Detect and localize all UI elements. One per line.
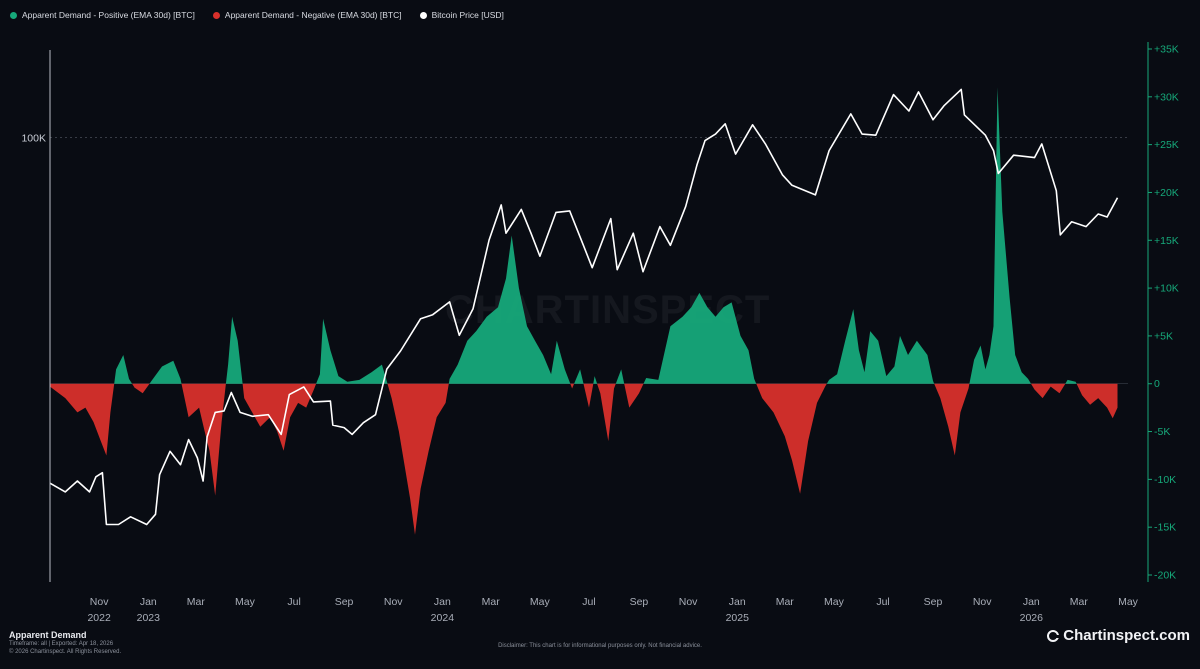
x-tick-label: May [1118, 596, 1139, 608]
positive-demand-area [225, 316, 243, 384]
right-tick-label: +15K [1154, 235, 1179, 247]
brand-logo-icon [1047, 629, 1060, 642]
footer-info: Apparent Demand Timeframe: all | Exporte… [9, 630, 121, 656]
x-tick-label: May [235, 596, 256, 608]
bitcoin-price-line [49, 88, 1119, 526]
positive-demand-area [316, 318, 388, 384]
negative-demand-area [756, 383, 827, 494]
right-tick-label: +10K [1154, 283, 1179, 295]
left-axis-ticks: 100K [21, 132, 46, 144]
x-tick-year-label: 2024 [431, 612, 455, 624]
negative-demand-area [181, 383, 226, 496]
brand-logo[interactable]: Chartinspect.com [1047, 627, 1190, 644]
x-tick-year-label: 2023 [137, 612, 161, 624]
right-tick-label: +5K [1154, 330, 1173, 342]
negative-demand-area [583, 383, 594, 408]
x-tick-label: Nov [973, 596, 992, 608]
negative-demand-area [570, 383, 575, 389]
positive-demand-area [1065, 379, 1077, 384]
legend-item-price[interactable]: Bitcoin Price [USD] [419, 10, 504, 20]
x-axis-ticks: Nov 2022 Jan 2023 Mar May Jul Sep Nov Jan 2024 Mar M… [87, 596, 1138, 624]
x-tick-label: Sep [924, 596, 943, 608]
brand-name: Chartinspect.com [1063, 627, 1190, 644]
positive-demand-area [448, 235, 571, 384]
negative-demand-area [387, 383, 449, 535]
x-tick-label: Nov [384, 596, 403, 608]
right-tick-label: +30K [1154, 91, 1179, 103]
x-tick-label: Jan [729, 596, 746, 608]
disclaimer: Disclaimer: This chart is for informatio… [498, 643, 702, 649]
negative-demand-area [50, 383, 115, 456]
right-tick-label: +25K [1154, 139, 1179, 151]
x-tick-year-label: 2025 [726, 612, 750, 624]
negative-demand-area [934, 383, 970, 456]
legend-label-negative: Apparent Demand - Negative (EMA 30d) [BT… [224, 10, 402, 20]
negative-demand-area [242, 383, 317, 451]
x-tick-label: Nov [679, 596, 698, 608]
negative-demand-area [132, 383, 150, 394]
x-tick-year-label: 2026 [1020, 612, 1044, 624]
positive-demand-area [149, 360, 182, 384]
x-tick-label: Mar [776, 596, 795, 608]
positive-demand-area [969, 87, 1031, 384]
legend-item-negative[interactable]: Apparent Demand - Negative (EMA 30d) [BT… [212, 10, 402, 20]
footer-timeframe: Timeframe: all | Exported: Apr 18, 2026 [9, 641, 114, 647]
right-tick-label: 0 [1154, 378, 1160, 390]
legend-label-positive: Apparent Demand - Positive (EMA 30d) [BT… [22, 10, 195, 20]
x-tick-label: Mar [1070, 596, 1089, 608]
right-tick-label: +20K [1154, 187, 1179, 199]
x-tick-label: Mar [187, 596, 206, 608]
legend-dot-positive-icon [10, 11, 17, 19]
x-tick-label: Sep [335, 596, 354, 608]
x-tick-label: Sep [630, 596, 649, 608]
right-tick-label: -5K [1154, 426, 1170, 438]
positive-demand-area [826, 309, 935, 384]
positive-demand-area [574, 369, 584, 384]
right-tick-label: -20K [1154, 570, 1176, 582]
footer-title: Apparent Demand [9, 630, 87, 640]
x-tick-label: Mar [482, 596, 501, 608]
positive-demand-area [114, 355, 133, 384]
negative-demand-series [50, 383, 1118, 535]
positive-demand-area [643, 292, 757, 384]
footer-copyright: © 2026 Chartinspect. All Rights Reserved… [9, 649, 122, 655]
x-tick-label: Nov [90, 596, 109, 608]
right-tick-label: +35K [1154, 44, 1179, 56]
x-tick-label: Jan [140, 596, 157, 608]
positive-demand-area [615, 369, 625, 384]
x-tick-year-label: 2022 [87, 612, 111, 624]
x-tick-label: Jul [876, 596, 889, 608]
x-tick-label: Jul [582, 596, 595, 608]
negative-demand-area [1076, 383, 1118, 419]
legend: Apparent Demand - Positive (EMA 30d) [BT… [10, 10, 504, 20]
x-tick-label: May [824, 596, 845, 608]
right-tick-label: -15K [1154, 522, 1176, 534]
negative-demand-area [1031, 383, 1066, 399]
right-axis-ticks: +35K +30K +25K +20K +15K +10K +5K 0 -5K -10K -15K -… [1148, 44, 1179, 582]
positive-demand-series [114, 87, 1077, 384]
x-tick-label: May [530, 596, 551, 608]
legend-item-positive[interactable]: Apparent Demand - Positive (EMA 30d) [BT… [10, 10, 195, 20]
x-tick-label: Jul [287, 596, 300, 608]
legend-dot-price-icon [419, 11, 427, 19]
x-tick-label: Jan [1023, 596, 1040, 608]
x-tick-label: Jan [434, 596, 451, 608]
negative-demand-area [624, 383, 644, 408]
positive-demand-area [593, 376, 598, 384]
legend-label-price: Bitcoin Price [USD] [431, 10, 504, 20]
left-tick-label: 100K [21, 132, 46, 144]
negative-demand-area [597, 383, 616, 442]
legend-dot-negative-icon [212, 11, 220, 19]
right-tick-label: -10K [1154, 474, 1176, 486]
